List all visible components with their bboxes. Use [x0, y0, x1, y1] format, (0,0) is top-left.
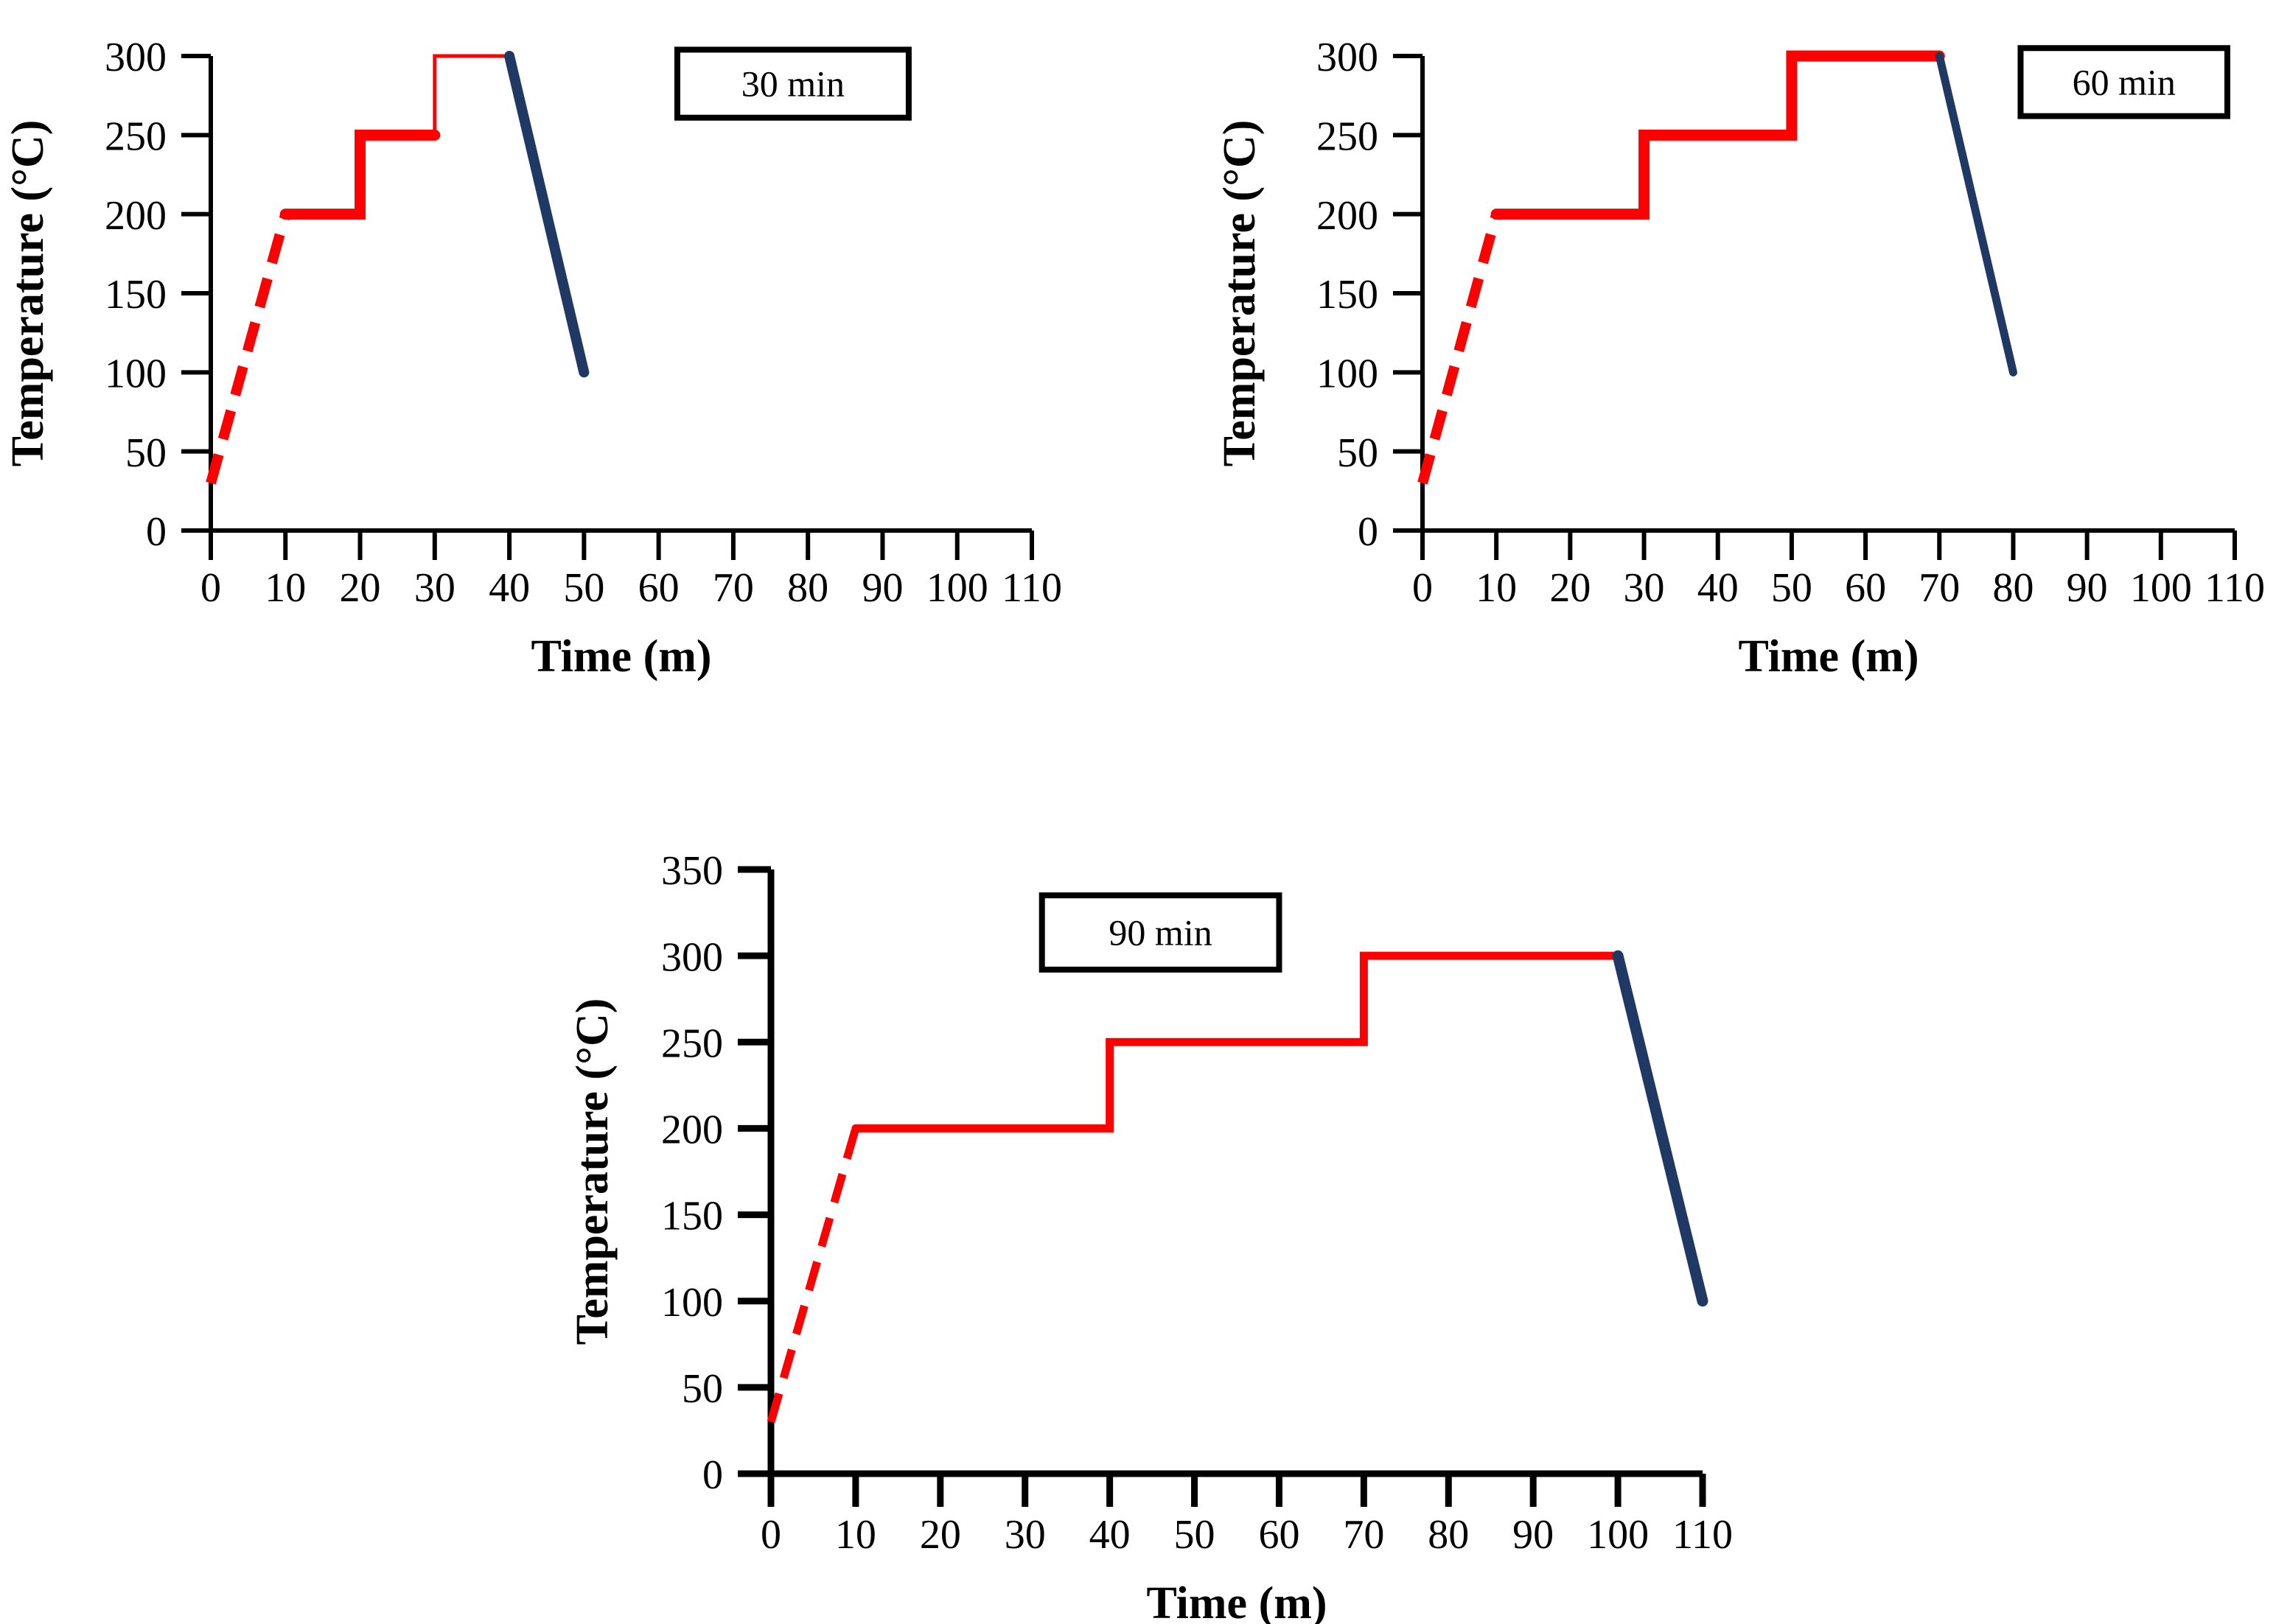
x-tick-label: 80 [1428, 1512, 1469, 1558]
y-tick-label: 350 [661, 848, 723, 894]
x-tick-label: 30 [1005, 1512, 1046, 1558]
x-tick-label: 110 [2205, 565, 2265, 611]
x-tick-label: 70 [1919, 565, 1960, 611]
x-tick-label: 50 [563, 565, 604, 611]
y-tick-label: 50 [682, 1366, 723, 1412]
y-tick-label: 150 [661, 1194, 723, 1239]
x-tick-label: 100 [2130, 565, 2192, 611]
x-tick-label: 10 [1476, 565, 1517, 611]
x-tick-label: 40 [1089, 1512, 1131, 1558]
y-tick-label: 200 [661, 1107, 723, 1153]
x-tick-label: 60 [638, 565, 680, 611]
series-hold-step-thin [433, 54, 510, 136]
x-tick-label: 50 [1174, 1512, 1215, 1558]
y-tick-label: 300 [661, 934, 723, 980]
x-axis-title: Time (m) [531, 631, 711, 682]
y-tick-label: 0 [1358, 509, 1378, 555]
x-tick-label: 110 [1002, 565, 1062, 611]
y-tick-label: 100 [105, 351, 167, 396]
y-tick-label: 200 [1316, 193, 1378, 239]
y-tick-label: 300 [105, 35, 167, 80]
x-tick-label: 90 [1512, 1512, 1554, 1558]
annotation-label: 60 min [2073, 61, 2176, 102]
annotation-box [674, 46, 912, 121]
y-tick-label: 250 [105, 113, 167, 159]
y-tick-label: 150 [1316, 272, 1378, 318]
series-cooldown [504, 51, 590, 378]
series-hold-steps-thick [279, 129, 441, 220]
series-heating-ramp-dashed [206, 212, 291, 485]
series-hold-steps-thick [1490, 50, 1945, 220]
chart-60min-svg: 0 10 20 30 40 50 60 70 80 90 100 110 0 50 100 150 200 250… [1215, 35, 2265, 682]
x-tick-label: 0 [200, 565, 221, 611]
y-tick-label: 50 [125, 430, 167, 476]
x-tick-label: 10 [265, 565, 306, 611]
y-axis-title: Temperature (°C) [568, 998, 618, 1345]
y-tick-label: 100 [1316, 351, 1378, 396]
x-tick-label: 80 [1992, 565, 2034, 611]
annotation-label: 90 min [1109, 912, 1212, 953]
x-tick-label: 30 [414, 565, 455, 611]
x-tick-label: 20 [340, 565, 381, 611]
x-tick-label: 90 [2067, 565, 2108, 611]
chart-30min-svg: 0 10 20 30 40 50 60 70 80 90 100 110 0 50 100 150 200 250… [3, 35, 1062, 682]
series-cooldown [1935, 52, 2017, 377]
x-tick-label: 60 [1258, 1512, 1299, 1558]
chart-60min-panel: 0 10 20 30 40 50 60 70 80 90 100 110 0 50 100 150 200 250… [1138, 0, 2276, 744]
y-tick-label: 0 [146, 509, 167, 555]
y-axis-title: Temperature (°C) [3, 120, 53, 467]
chart-90min-panel: 0 10 20 30 40 50 60 70 80 90 100 110 0 50 100 150 200 250… [568, 813, 1750, 1624]
series-heating-ramp-dashed [1417, 212, 1501, 485]
x-tick-label: 40 [1697, 565, 1739, 611]
y-tick-label: 250 [661, 1021, 723, 1066]
x-tick-label: 100 [1587, 1512, 1649, 1558]
x-tick-label: 0 [1412, 565, 1433, 611]
x-tick-label: 0 [761, 1512, 781, 1558]
series-cooldown [1612, 950, 1708, 1307]
y-tick-label: 50 [1337, 430, 1378, 476]
y-tick-label: 250 [1316, 113, 1378, 159]
series-heating-ramp-dashed [767, 1127, 860, 1424]
series-hold-steps-thick [851, 951, 1622, 1133]
x-tick-label: 70 [713, 565, 754, 611]
y-tick-label: 200 [105, 193, 167, 239]
x-tick-label: 40 [489, 565, 530, 611]
x-axis-title: Time (m) [1738, 631, 1919, 682]
x-tick-label: 30 [1624, 565, 1665, 611]
chart-30min-panel: 0 10 20 30 40 50 60 70 80 90 100 110 0 50 100 150 200 250… [0, 0, 1138, 744]
y-tick-label: 100 [661, 1280, 723, 1326]
x-axis-title: Time (m) [1146, 1578, 1327, 1624]
x-tick-label: 20 [920, 1512, 961, 1558]
chart-90min-svg: 0 10 20 30 40 50 60 70 80 90 100 110 0 50 100 150 200 250… [568, 848, 1733, 1624]
y-axis-title: Temperature (°C) [1215, 120, 1265, 467]
y-tick-label: 0 [702, 1452, 723, 1498]
x-tick-label: 80 [787, 565, 828, 611]
x-tick-label: 110 [1672, 1512, 1733, 1558]
y-tick-label: 300 [1316, 35, 1378, 80]
x-tick-label: 20 [1549, 565, 1591, 611]
annotation-box [1038, 892, 1282, 973]
x-tick-label: 50 [1771, 565, 1812, 611]
x-tick-label: 100 [926, 565, 988, 611]
x-tick-label: 10 [835, 1512, 876, 1558]
x-tick-label: 90 [862, 565, 903, 611]
annotation-box [2017, 45, 2230, 119]
x-tick-label: 60 [1845, 565, 1886, 611]
y-tick-label: 150 [105, 272, 167, 318]
annotation-label: 30 min [741, 63, 845, 105]
x-tick-label: 70 [1343, 1512, 1384, 1558]
